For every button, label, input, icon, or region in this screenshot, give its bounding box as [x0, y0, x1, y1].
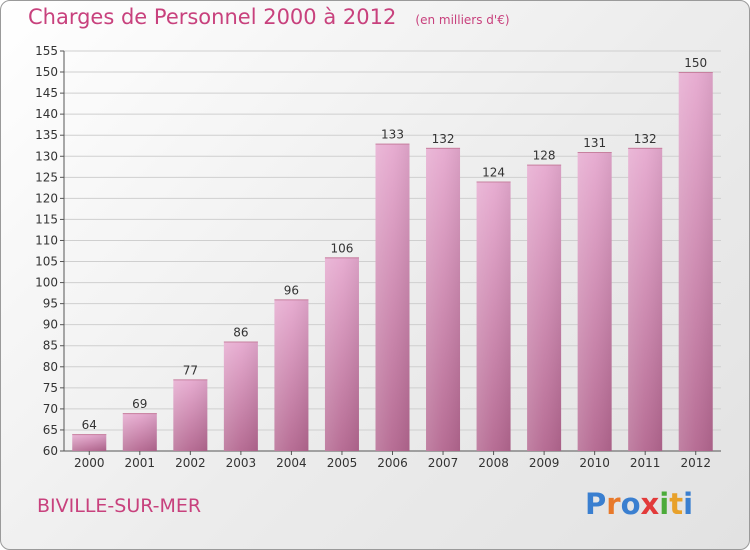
- logo-letter: P: [585, 487, 607, 521]
- bar-shine: [72, 434, 107, 451]
- logo-letter: t: [669, 487, 684, 521]
- bar-shine: [426, 147, 461, 451]
- y-tick-label: 100: [35, 276, 58, 290]
- y-tick-label: 110: [35, 233, 58, 247]
- commune-name: BIVILLE-SUR-MER: [37, 495, 202, 517]
- y-tick-label: 155: [35, 44, 58, 58]
- bar-shine: [476, 181, 511, 452]
- data-label: 77: [183, 363, 198, 377]
- bar-shine: [173, 379, 208, 451]
- x-tick-label: 2010: [579, 456, 610, 470]
- y-tick-label: 135: [35, 128, 58, 142]
- y-tick-label: 120: [35, 191, 58, 205]
- bar-shine: [223, 341, 258, 451]
- x-tick-label: 2009: [529, 456, 560, 470]
- y-tick-label: 95: [43, 297, 58, 311]
- x-tick-label: 2004: [276, 456, 307, 470]
- bar-shine: [527, 164, 562, 451]
- y-tick-label: 70: [43, 402, 58, 416]
- bar-shine: [678, 72, 713, 451]
- bar-shine: [324, 257, 359, 451]
- data-label: 131: [583, 136, 606, 150]
- data-label: 132: [634, 132, 657, 146]
- logo-letter: i: [659, 487, 670, 521]
- logo-letter: i: [683, 487, 694, 521]
- y-tick-label: 75: [43, 381, 58, 395]
- y-tick-label: 115: [35, 212, 58, 226]
- x-tick-label: 2005: [327, 456, 358, 470]
- x-tick-label: 2007: [428, 456, 459, 470]
- y-tick-label: 125: [35, 170, 58, 184]
- data-label: 133: [381, 128, 404, 142]
- data-label: 128: [533, 149, 556, 163]
- y-tick-label: 90: [43, 318, 58, 332]
- x-tick-label: 2000: [74, 456, 105, 470]
- data-label: 150: [684, 56, 707, 70]
- logo-letter: r: [606, 487, 621, 521]
- y-tick-label: 150: [35, 65, 58, 79]
- bar-shine: [122, 413, 157, 451]
- data-label: 69: [132, 397, 147, 411]
- x-tick-label: 2012: [680, 456, 711, 470]
- y-tick-label: 140: [35, 107, 58, 121]
- chart-title: Charges de Personnel 2000 à 2012: [28, 5, 397, 29]
- x-tick-label: 2003: [226, 456, 257, 470]
- data-label: 106: [331, 241, 354, 255]
- logo-letter: o: [620, 487, 641, 521]
- proxiti-logo: Proxiti: [585, 487, 693, 521]
- y-tick-label: 145: [35, 86, 58, 100]
- x-tick-label: 2008: [478, 456, 509, 470]
- x-tick-label: 2002: [175, 456, 206, 470]
- data-label: 124: [482, 166, 505, 180]
- data-label: 86: [233, 326, 248, 340]
- y-tick-label: 130: [35, 149, 58, 163]
- data-label: 132: [432, 132, 455, 146]
- chart-subtitle: (en milliers d'€): [415, 13, 510, 27]
- title-row: Charges de Personnel 2000 à 2012 (en mil…: [28, 5, 510, 29]
- x-tick-label: 2001: [125, 456, 156, 470]
- x-tick-label: 2011: [630, 456, 661, 470]
- data-label: 96: [284, 283, 299, 297]
- bar-shine: [577, 152, 612, 452]
- y-tick-label: 85: [43, 339, 58, 353]
- bar-shine: [375, 143, 410, 451]
- bar-shine: [274, 299, 309, 451]
- logo-letter: x: [640, 487, 660, 521]
- data-label: 64: [82, 418, 97, 432]
- y-tick-label: 80: [43, 360, 58, 374]
- labels: 64 2000 69 2001 77 2002 86 2003 96 2004 106 2005 133…: [74, 56, 711, 470]
- y-tick-label: 65: [43, 423, 58, 437]
- y-tick-label: 60: [43, 444, 58, 458]
- bars: [72, 72, 713, 452]
- x-tick-label: 2006: [377, 456, 408, 470]
- y-tick-label: 105: [35, 255, 58, 269]
- bar-shine: [628, 147, 663, 451]
